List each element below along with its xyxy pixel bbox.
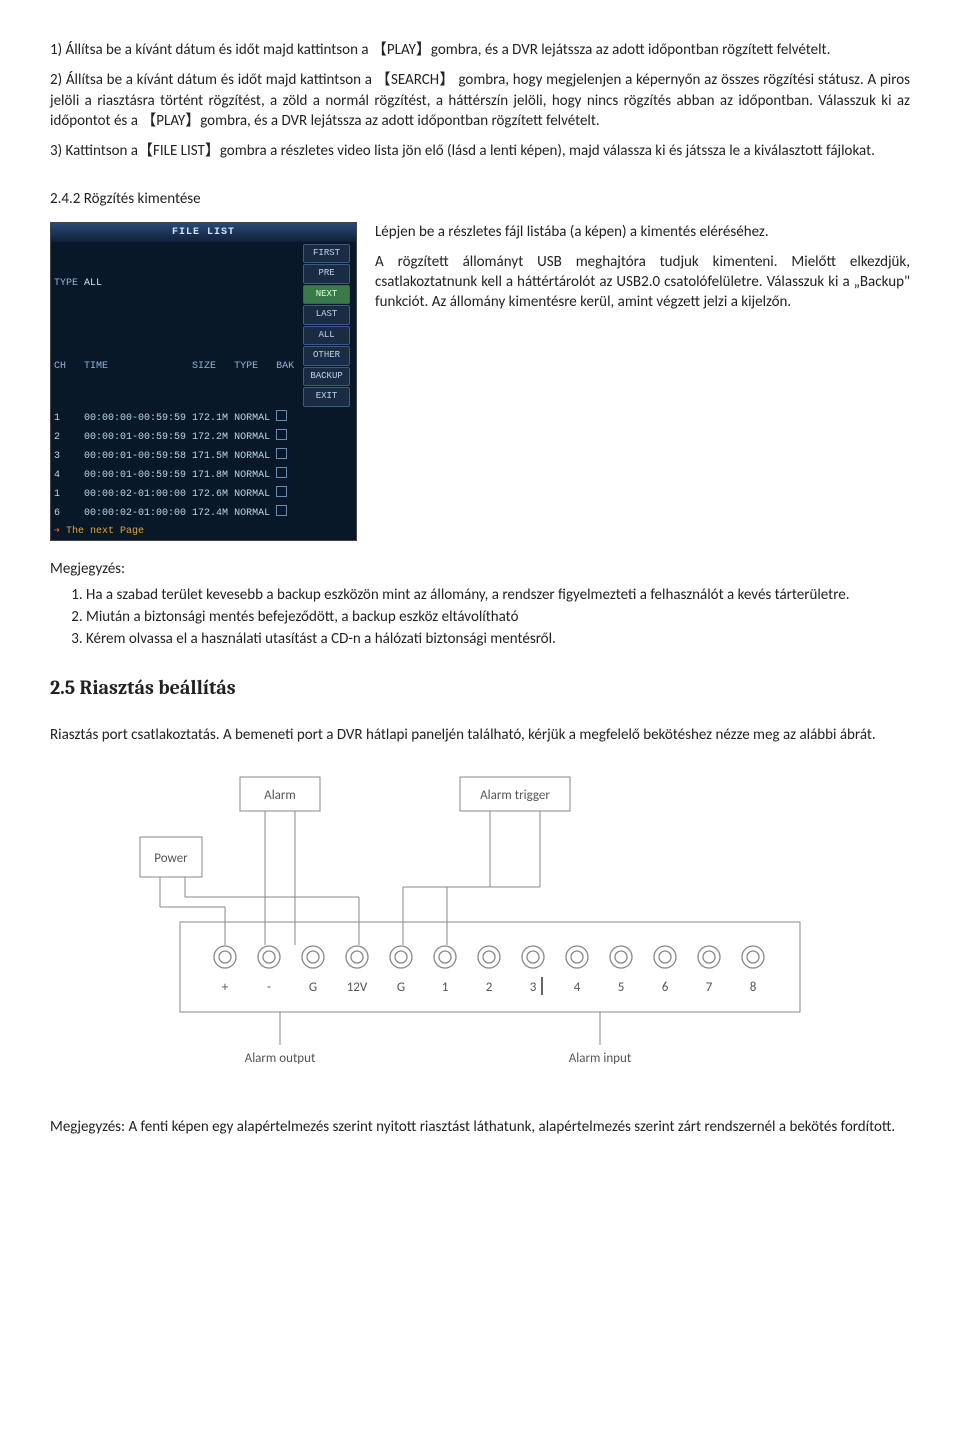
- diagram-label-alarm-output: Alarm output: [245, 1051, 316, 1066]
- arrow-icon: ➔: [54, 526, 60, 537]
- side-button-all[interactable]: ALL: [303, 326, 350, 346]
- port-label: +: [222, 980, 229, 995]
- side-button-last[interactable]: LAST: [303, 305, 350, 325]
- file-list-table: TYPE ALL FIRSTPRENEXTLASTALLOTHERBACKUPE…: [51, 242, 356, 540]
- next-page-label: The next Page: [66, 526, 144, 537]
- side-button-other[interactable]: OTHER: [303, 346, 350, 366]
- diagram-label-alarm-input: Alarm input: [569, 1051, 632, 1066]
- port-label: -: [267, 980, 271, 995]
- port-label: G: [397, 980, 405, 995]
- port-label: 6: [662, 980, 669, 995]
- next-page-row[interactable]: ➔ The next Page: [51, 523, 297, 540]
- port-label: 8: [750, 980, 757, 995]
- side-button-backup[interactable]: BACKUP: [303, 367, 350, 387]
- port-label: 12V: [347, 980, 368, 995]
- port-label: 2: [486, 980, 493, 995]
- table-row[interactable]: 300:00:01-00:59:58171.5MNORMAL: [51, 447, 356, 466]
- note-3: Kérem olvassa el a használati utasítást …: [86, 629, 910, 649]
- paragraph-3: 3) Kattintson a【FILE LIST】gombra a részl…: [50, 141, 910, 161]
- side-button-first[interactable]: FIRST: [303, 244, 350, 264]
- diagram-label-power: Power: [154, 851, 188, 866]
- table-row[interactable]: 400:00:01-00:59:59171.8MNORMAL: [51, 466, 356, 485]
- type-label: TYPE: [51, 242, 81, 326]
- paragraph-2: 2) Állítsa be a kívánt dátum és időt maj…: [50, 70, 910, 131]
- note-1: Ha a szabad terület kevesebb a backup es…: [86, 585, 910, 605]
- port-label: 3: [530, 980, 537, 995]
- section-heading-25: 2.5 Riasztás beállítás: [50, 674, 910, 701]
- file-desc-1: Lépjen be a részletes fájl listába (a ké…: [375, 222, 910, 242]
- footnote-paragraph: Megjegyzés: A fenti képen egy alapértelm…: [50, 1117, 910, 1137]
- side-button-exit[interactable]: EXIT: [303, 387, 350, 407]
- diagram-label-alarm-trigger: Alarm trigger: [480, 788, 550, 803]
- file-list-description: Lépjen be a részletes fájl listába (a ké…: [375, 222, 910, 323]
- alarm-wiring-diagram: Alarm Alarm trigger Power + - G 12V G 1 2 3 4 5 6 7…: [120, 767, 840, 1087]
- diagram-label-alarm: Alarm: [264, 788, 296, 803]
- port-label: 7: [706, 980, 713, 995]
- file-list-title: FILE LIST: [51, 223, 356, 242]
- file-desc-2: A rögzített állományt USB meghajtóra tud…: [375, 252, 910, 313]
- table-row[interactable]: 600:00:02-01:00:00172.4MNORMAL: [51, 504, 356, 523]
- section-heading-242: 2.4.2 Rögzítés kimentése: [50, 189, 910, 209]
- alarm-port-paragraph: Riasztás port csatlakoztatás. A bemeneti…: [50, 725, 910, 745]
- port-label: 4: [574, 980, 581, 995]
- table-row[interactable]: 100:00:02-01:00:00172.6MNORMAL: [51, 485, 356, 504]
- notes-label: Megjegyzés:: [50, 559, 910, 579]
- table-row[interactable]: 100:00:00-00:59:59172.1MNORMAL: [51, 409, 356, 428]
- port-label: G: [309, 980, 317, 995]
- note-2: Miután a biztonsági mentés befejeződött,…: [86, 607, 910, 627]
- file-list-screenshot: FILE LIST TYPE ALL FIRSTPRENEXTLASTALLOT…: [50, 222, 357, 541]
- port-label: 1: [442, 980, 449, 995]
- side-button-pre[interactable]: PRE: [303, 264, 350, 284]
- notes-list: Ha a szabad terület kevesebb a backup es…: [86, 585, 910, 650]
- side-button-next[interactable]: NEXT: [303, 285, 350, 305]
- file-list-type-row: TYPE ALL FIRSTPRENEXTLASTALLOTHERBACKUPE…: [51, 242, 356, 326]
- file-list-row: FILE LIST TYPE ALL FIRSTPRENEXTLASTALLOT…: [50, 222, 910, 541]
- type-all: ALL: [81, 242, 273, 326]
- port-label: 5: [618, 980, 625, 995]
- paragraph-1: 1) Állítsa be a kívánt dátum és időt maj…: [50, 40, 910, 60]
- table-row[interactable]: 200:00:01-00:59:59172.2MNORMAL: [51, 428, 356, 447]
